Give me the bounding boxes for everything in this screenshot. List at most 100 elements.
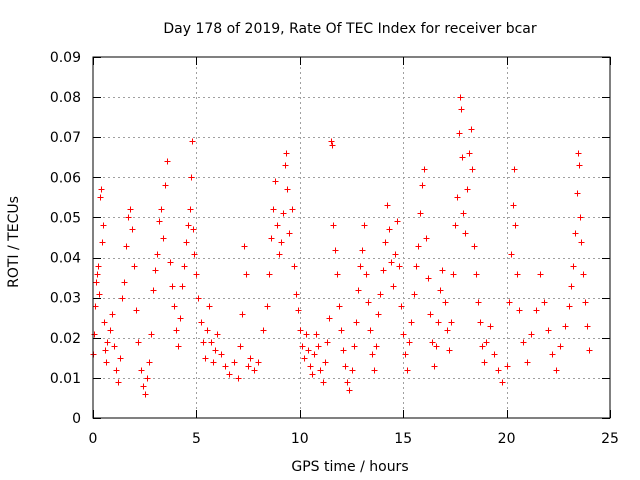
axis-ticks xyxy=(93,57,611,419)
data-point xyxy=(274,222,281,229)
data-point xyxy=(98,186,105,193)
data-point xyxy=(99,239,106,246)
data-point xyxy=(382,239,389,246)
chart-title: Day 178 of 2019, Rate Of TEC Index for r… xyxy=(163,21,537,37)
data-point xyxy=(103,359,110,366)
data-point xyxy=(212,347,219,354)
data-point xyxy=(454,194,461,201)
y-tick-label: 0.07 xyxy=(50,130,81,146)
data-point xyxy=(575,150,582,157)
data-point xyxy=(142,391,149,398)
data-point xyxy=(514,271,521,278)
data-point xyxy=(481,359,488,366)
y-tick-label: 0 xyxy=(72,411,81,427)
data-point xyxy=(365,299,372,306)
data-point xyxy=(427,311,434,318)
data-point xyxy=(239,311,246,318)
y-tick-label: 0.05 xyxy=(50,210,81,226)
data-point xyxy=(188,174,195,181)
data-point xyxy=(218,351,225,358)
data-point xyxy=(450,271,457,278)
data-point xyxy=(421,166,428,173)
data-point xyxy=(512,222,519,229)
data-point xyxy=(317,367,324,374)
data-point xyxy=(586,347,593,354)
data-point xyxy=(171,303,178,310)
data-point xyxy=(301,355,308,362)
data-point xyxy=(144,375,151,382)
data-point xyxy=(148,331,155,338)
data-point xyxy=(100,222,107,229)
data-point xyxy=(226,371,233,378)
data-point xyxy=(340,347,347,354)
data-point xyxy=(342,363,349,370)
data-point xyxy=(473,271,480,278)
data-point xyxy=(245,363,252,370)
data-point xyxy=(204,327,211,334)
tick-labels: 0 0.01 0.02 0.03 0.04 0.05 0.06 0.07 0.08 0.09 0 5 1… xyxy=(50,50,619,447)
data-point xyxy=(231,359,238,366)
data-point xyxy=(191,251,198,258)
data-point xyxy=(96,291,103,298)
data-point xyxy=(93,279,100,286)
data-point xyxy=(158,206,165,213)
data-point xyxy=(433,343,440,350)
data-point xyxy=(95,263,102,270)
data-point xyxy=(160,235,167,242)
data-point xyxy=(400,331,407,338)
data-point xyxy=(431,363,438,370)
x-tick-label: 25 xyxy=(601,431,619,447)
data-point xyxy=(380,267,387,274)
data-point xyxy=(104,339,111,346)
data-point xyxy=(272,178,279,185)
data-point xyxy=(102,347,109,354)
data-point xyxy=(452,222,459,229)
y-tick-label: 0.02 xyxy=(50,331,81,347)
data-point xyxy=(187,206,194,213)
data-point xyxy=(324,339,331,346)
data-point xyxy=(131,263,138,270)
data-point xyxy=(506,299,513,306)
data-point xyxy=(576,162,583,169)
x-tick-label: 15 xyxy=(394,431,412,447)
data-point xyxy=(584,323,591,330)
data-point xyxy=(332,247,339,254)
data-point xyxy=(307,363,314,370)
data-point xyxy=(390,283,397,290)
data-point xyxy=(264,303,271,310)
data-point xyxy=(417,210,424,217)
data-point xyxy=(291,263,298,270)
data-point xyxy=(247,355,254,362)
data-point xyxy=(313,331,320,338)
data-point xyxy=(121,279,128,286)
data-point xyxy=(553,367,560,374)
data-point xyxy=(363,271,370,278)
data-point xyxy=(138,367,145,374)
data-point xyxy=(466,150,473,157)
data-point xyxy=(146,359,153,366)
data-point xyxy=(295,307,302,314)
data-point xyxy=(429,339,436,346)
data-point xyxy=(175,343,182,350)
data-point xyxy=(396,263,403,270)
data-point xyxy=(189,138,196,145)
data-point xyxy=(444,327,451,334)
y-tick-label: 0.09 xyxy=(50,50,81,66)
data-point xyxy=(117,355,124,362)
data-point xyxy=(504,363,511,370)
data-point xyxy=(283,150,290,157)
data-point xyxy=(101,319,108,326)
data-point xyxy=(359,247,366,254)
data-point xyxy=(373,343,380,350)
plot-frame xyxy=(92,56,611,419)
data-point xyxy=(311,351,318,358)
data-point xyxy=(483,339,490,346)
data-point xyxy=(415,243,422,250)
data-point xyxy=(388,259,395,266)
data-point xyxy=(305,347,312,354)
data-point xyxy=(190,226,197,233)
data-point xyxy=(260,327,267,334)
data-point xyxy=(173,327,180,334)
data-point xyxy=(183,239,190,246)
data-point xyxy=(419,182,426,189)
